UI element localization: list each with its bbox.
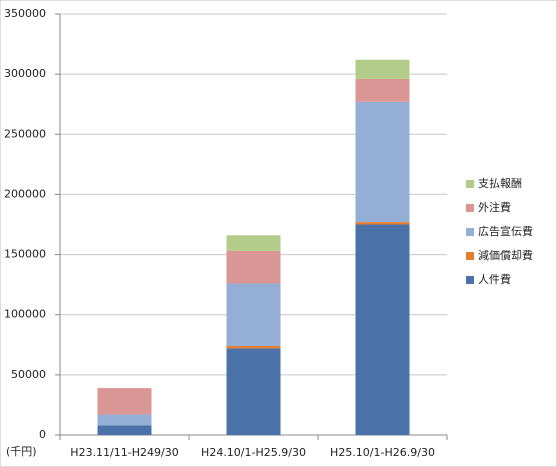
bar-segment [355,78,410,102]
legend-swatch [466,204,474,212]
legend-swatch [466,228,474,236]
legend-label: 外注費 [478,200,511,214]
y-tick-label: 50000 [11,368,46,381]
y-tick-label: 250000 [4,127,46,140]
bar-segment [226,250,281,284]
bar-segment [355,224,410,435]
y-tick-label: 200000 [4,187,46,200]
bar-segment [226,348,281,435]
bar-segment [97,388,152,415]
bar-segment [97,425,152,435]
y-tick-label: 350000 [4,7,46,20]
bar-segment [226,283,281,346]
legend-label: 減価償却費 [478,248,533,262]
legend-swatch [466,180,474,188]
y-tick-label: 150000 [4,248,46,261]
bar-segment [226,235,281,251]
unit-label: (千円) [6,445,37,458]
legend-swatch [466,276,474,284]
x-tick-label: H23.11/11-H249/30 [70,446,178,459]
x-tick-label: H25.10/1-H26.9/30 [330,446,435,459]
legend-label: 支払報酬 [478,176,522,190]
legend-label: 人件費 [478,272,511,286]
bar-segment [355,59,410,79]
y-tick-label: 0 [39,428,46,441]
bar-segment [97,414,152,426]
legend-label: 広告宣伝費 [478,224,533,238]
x-tick-label: H24.10/1-H25.9/30 [201,446,306,459]
bar-segment [355,222,410,225]
bar-segment [226,345,281,349]
y-tick-label: 300000 [4,67,46,80]
legend-swatch [466,252,474,260]
y-tick-label: 100000 [4,308,46,321]
bar-segment [355,101,410,223]
